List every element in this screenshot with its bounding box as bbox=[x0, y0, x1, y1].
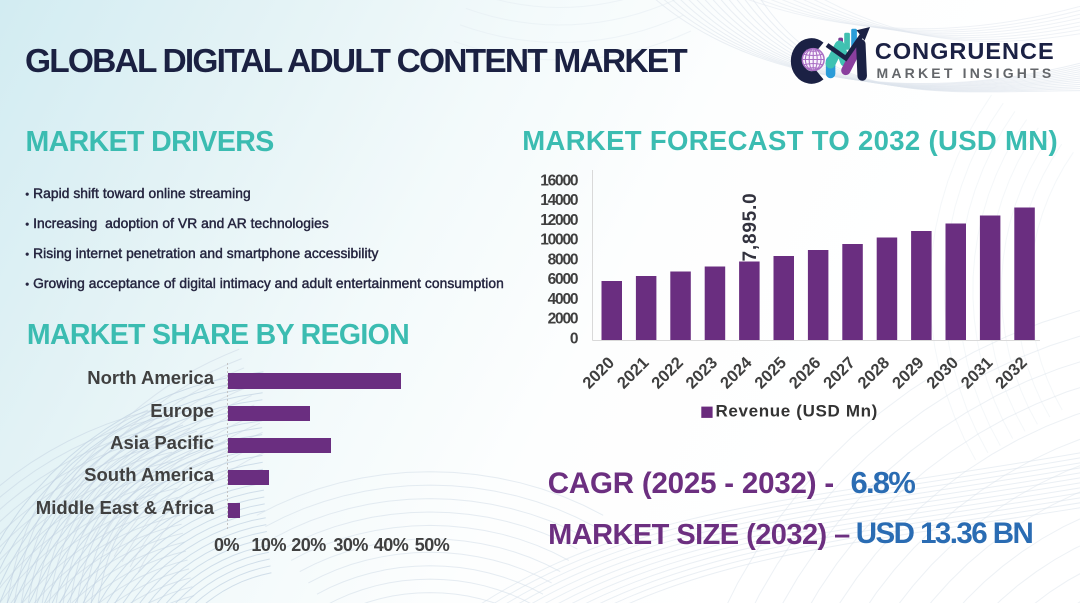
svg-text:2021: 2021 bbox=[614, 354, 653, 393]
svg-text:2028: 2028 bbox=[855, 354, 894, 393]
svg-text:4000: 4000 bbox=[548, 291, 578, 308]
svg-text:14000: 14000 bbox=[540, 192, 578, 209]
svg-text:2029: 2029 bbox=[889, 354, 928, 393]
svg-text:2000: 2000 bbox=[548, 311, 578, 328]
svg-text:2032: 2032 bbox=[992, 354, 1031, 393]
svg-text:2030: 2030 bbox=[923, 354, 962, 393]
svg-text:6000: 6000 bbox=[548, 271, 578, 288]
svg-text:2025: 2025 bbox=[751, 354, 790, 393]
svg-text:2026: 2026 bbox=[786, 354, 825, 393]
svg-text:2027: 2027 bbox=[820, 354, 859, 393]
svg-text:7,895.0: 7,895.0 bbox=[740, 193, 761, 262]
svg-text:12000: 12000 bbox=[540, 212, 578, 229]
svg-text:8000: 8000 bbox=[548, 251, 578, 268]
svg-text:2031: 2031 bbox=[958, 354, 997, 393]
svg-text:0: 0 bbox=[570, 330, 578, 347]
svg-text:2023: 2023 bbox=[683, 354, 722, 393]
svg-text:10000: 10000 bbox=[540, 232, 578, 249]
svg-text:Revenue (USD Mn): Revenue (USD Mn) bbox=[716, 402, 878, 421]
svg-text:16000: 16000 bbox=[540, 172, 578, 189]
svg-text:2024: 2024 bbox=[717, 353, 756, 392]
svg-text:2022: 2022 bbox=[648, 354, 687, 393]
svg-text:2020: 2020 bbox=[579, 354, 618, 393]
